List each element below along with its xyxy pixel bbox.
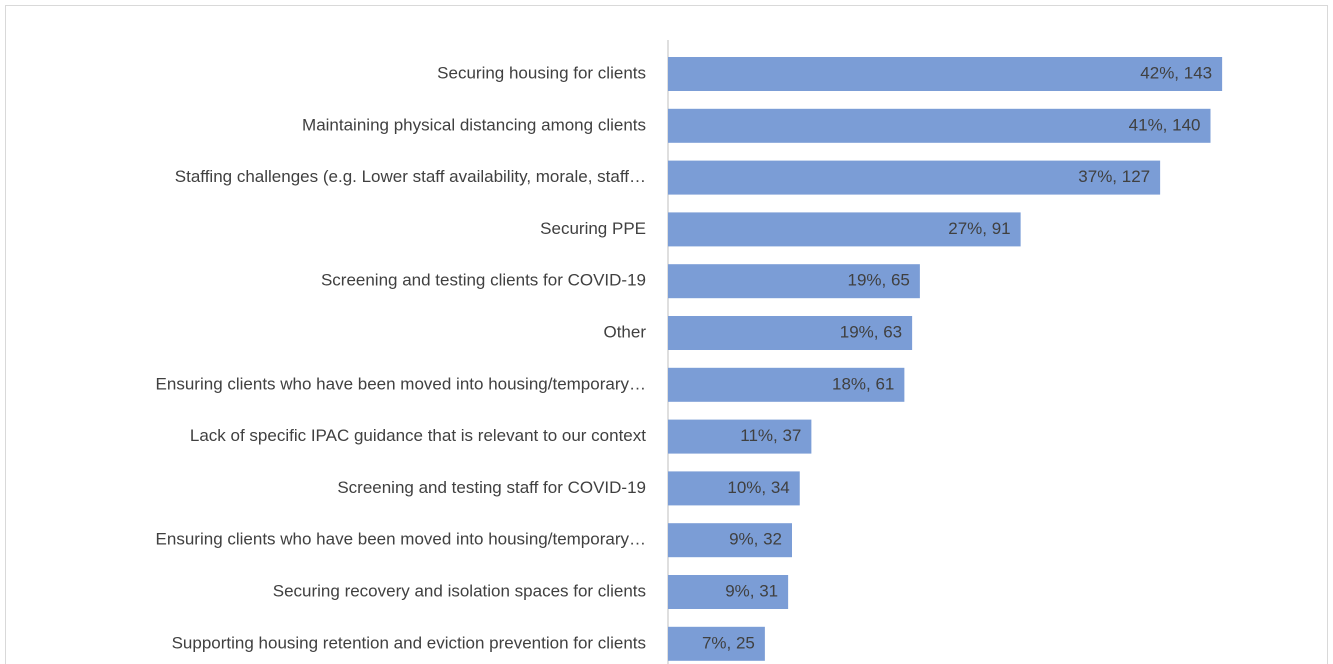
bar xyxy=(668,212,1021,247)
data-label: 9%, 31 xyxy=(725,581,778,600)
bar xyxy=(668,626,765,661)
bar xyxy=(668,575,789,609)
category-label: Supporting housing retention and evictio… xyxy=(172,633,646,652)
bar xyxy=(668,316,913,350)
bar xyxy=(668,264,920,299)
bar xyxy=(668,419,812,454)
bar xyxy=(668,523,792,558)
data-label: 27%, 91 xyxy=(948,219,1010,238)
category-label: Screening and testing clients for COVID-… xyxy=(321,271,646,290)
data-label: 18%, 61 xyxy=(832,374,894,393)
data-label: 37%, 127 xyxy=(1078,167,1150,186)
category-label: Securing housing for clients xyxy=(437,63,646,82)
data-label: 7%, 25 xyxy=(702,633,755,652)
category-label: Ensuring clients who have been moved int… xyxy=(156,374,646,393)
bar xyxy=(668,367,905,402)
category-label: Lack of specific IPAC guidance that is r… xyxy=(190,426,646,445)
bar xyxy=(668,471,800,506)
data-label: 11%, 37 xyxy=(740,426,801,445)
data-label: 41%, 140 xyxy=(1129,115,1201,134)
data-label: 10%, 34 xyxy=(727,478,789,497)
category-label: Maintaining physical distancing among cl… xyxy=(302,115,646,134)
category-label: Ensuring clients who have been moved int… xyxy=(156,530,646,549)
bar xyxy=(668,57,1223,91)
category-label: Screening and testing staff for COVID-19 xyxy=(337,478,646,497)
category-label: Securing PPE xyxy=(540,219,646,238)
bar xyxy=(668,108,1211,143)
category-label: Staffing challenges (e.g. Lower staff av… xyxy=(175,167,646,186)
chart-frame xyxy=(5,5,1328,664)
category-label: Securing recovery and isolation spaces f… xyxy=(273,581,646,600)
bar xyxy=(668,160,1161,195)
data-label: 42%, 143 xyxy=(1140,63,1212,82)
data-label: 9%, 32 xyxy=(729,530,782,549)
data-label: 19%, 63 xyxy=(840,322,902,341)
category-label: Other xyxy=(603,322,646,341)
data-label: 19%, 65 xyxy=(847,271,909,290)
